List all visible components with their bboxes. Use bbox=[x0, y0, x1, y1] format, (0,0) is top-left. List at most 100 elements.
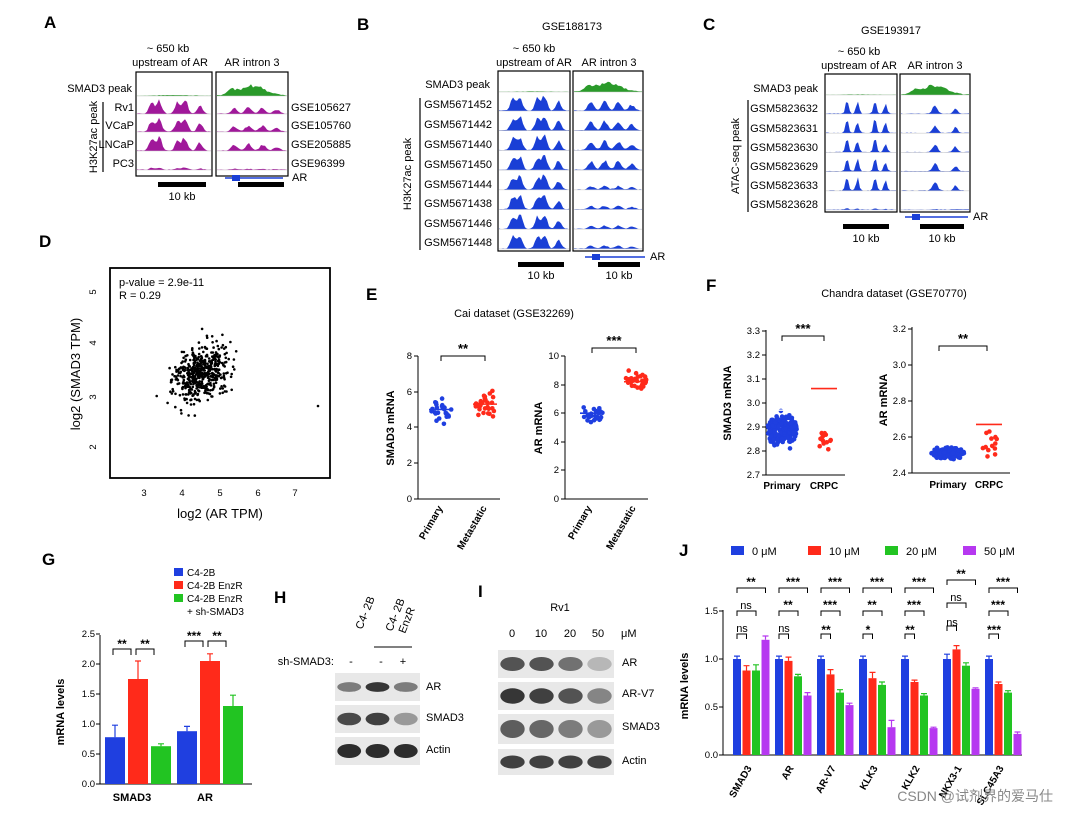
panel-e-left-ytick: 8 bbox=[407, 351, 412, 362]
panel-c-track-label: GSM5823632 bbox=[750, 103, 818, 115]
panel-d-point bbox=[215, 352, 219, 356]
panel-a-peak-track bbox=[217, 84, 287, 96]
panel-c: C GSE193917 ~ 650 kb upstream of AR AR i… bbox=[703, 15, 988, 245]
panel-i-smad3-band bbox=[587, 720, 612, 738]
panel-d-point bbox=[205, 391, 208, 395]
panel-j-bracket-low bbox=[736, 633, 747, 639]
panel-f-right-point bbox=[941, 450, 947, 455]
panel-d-point bbox=[202, 376, 205, 379]
panel-d-point bbox=[220, 346, 223, 349]
panel-d-point bbox=[198, 370, 202, 373]
panel-e-right-point bbox=[643, 377, 649, 383]
panel-d-point bbox=[181, 393, 185, 396]
panel-d-point bbox=[193, 414, 197, 417]
panel-j-sig-text: ** *** *** *** *** ** *** ns ** *** ** *… bbox=[736, 567, 1010, 637]
panel-j-bar bbox=[817, 659, 825, 755]
panel-g-sig: ** bbox=[212, 629, 222, 643]
panel-d-point bbox=[168, 366, 171, 370]
panel-g-ylabel: mRNA levels bbox=[55, 679, 67, 746]
panel-c-peak-track bbox=[901, 84, 969, 95]
panel-j-tickmarks bbox=[719, 610, 723, 756]
panel-g-legend-swatch-green bbox=[174, 594, 183, 602]
panel-f-right-points bbox=[929, 423, 1002, 462]
panel-j-errorbar bbox=[963, 662, 969, 666]
panel-h-band-label: SMAD3 bbox=[426, 712, 464, 724]
panel-d-point bbox=[193, 359, 197, 363]
panel-d-point bbox=[219, 387, 222, 390]
panel-g-ytick: 0.5 bbox=[82, 749, 95, 760]
panel-e-left-point bbox=[481, 393, 487, 399]
panel-d-point bbox=[214, 368, 218, 371]
panel-f-left-point bbox=[791, 430, 796, 436]
panel-b-box1 bbox=[497, 70, 571, 252]
panel-d-point bbox=[209, 368, 212, 371]
panel-d-point bbox=[224, 345, 228, 349]
panel-g-legend-swatch-red bbox=[174, 581, 183, 589]
panel-g-bar bbox=[128, 679, 148, 784]
panel-j-bar bbox=[985, 659, 993, 755]
panel-j-legend-label: 0 μM bbox=[752, 546, 777, 558]
panel-e-right-ylabel: AR mRNA bbox=[533, 402, 545, 455]
panel-j-bracket-top bbox=[946, 579, 976, 585]
panel-g-legend-label: C4-2B EnzR bbox=[187, 581, 243, 592]
panel-a-h3k27ac-track bbox=[217, 125, 287, 132]
panel-i-dose: 10 bbox=[535, 628, 547, 640]
panel-d-point bbox=[205, 334, 209, 338]
panel-d-point bbox=[202, 350, 205, 354]
panel-c-gene-label: AR bbox=[973, 211, 988, 223]
panel-d-point bbox=[211, 355, 215, 359]
panel-g-errorbar bbox=[230, 694, 236, 706]
panel-j-legend-label: 20 μM bbox=[906, 546, 937, 558]
panel-d-point bbox=[201, 386, 205, 390]
panel-d-point bbox=[316, 404, 320, 408]
panel-f-left-point bbox=[819, 430, 824, 436]
panel-d-point bbox=[198, 380, 201, 383]
panel-e-left-point bbox=[433, 411, 438, 416]
panel-f-right-point bbox=[993, 441, 998, 446]
panel-b-group-label: H3K27ac peak bbox=[402, 137, 414, 210]
panel-j-bar bbox=[803, 695, 812, 755]
panel-d-point bbox=[170, 380, 173, 384]
panel-d-point bbox=[206, 362, 209, 366]
panel-d-point bbox=[195, 384, 198, 388]
panel-d-point bbox=[188, 358, 192, 362]
panel-i-letter: I bbox=[478, 582, 483, 601]
panel-j-bracket-mid bbox=[862, 610, 883, 616]
panel-c-track-label: GSM5823633 bbox=[750, 180, 818, 192]
panel-d-point bbox=[218, 361, 222, 364]
panel-e-right-point bbox=[586, 414, 591, 420]
panel-d-point bbox=[200, 327, 204, 331]
panel-g-errorbar bbox=[135, 660, 141, 679]
panel-g-legend-label: + sh-SMAD3 bbox=[187, 607, 244, 618]
panel-c-box2 bbox=[899, 73, 971, 213]
panel-h-smad3-band bbox=[393, 712, 418, 726]
panel-d-point bbox=[199, 358, 203, 361]
panel-j-bracket-mid bbox=[820, 610, 841, 616]
panel-f-right-point bbox=[985, 454, 990, 459]
panel-e-left-point bbox=[476, 412, 481, 418]
panel-e-right-point bbox=[594, 414, 600, 420]
panel-d-point bbox=[230, 372, 233, 376]
panel-f-left-point bbox=[776, 417, 782, 423]
panel-d-point bbox=[181, 360, 184, 363]
panel-j-sig-top: *** bbox=[870, 575, 884, 589]
panel-i-ar-band bbox=[529, 657, 554, 671]
panel-e-left-sig-bracket bbox=[440, 355, 486, 361]
panel-e-right-point bbox=[598, 414, 604, 420]
panel-j-bar bbox=[952, 649, 961, 755]
panel-d-point bbox=[232, 358, 236, 361]
panel-j-errorbar bbox=[837, 689, 843, 693]
panel-a-track-label: LNCaP bbox=[99, 139, 134, 151]
panel-d-point bbox=[189, 403, 193, 406]
panel-b-track-label: GSM5671444 bbox=[424, 179, 492, 191]
panel-d-point bbox=[197, 352, 201, 356]
panel-e-right-point bbox=[581, 414, 587, 420]
panel-b-h3k27ac-track bbox=[574, 205, 642, 210]
panel-d-point bbox=[176, 374, 180, 377]
panel-h-letter: H bbox=[274, 588, 286, 607]
panel-d-point bbox=[206, 387, 209, 391]
panel-d-point bbox=[187, 370, 190, 374]
panel-d-point bbox=[187, 378, 191, 382]
panel-j-category: AR-V7 bbox=[814, 764, 839, 796]
panel-j-bar bbox=[910, 682, 919, 755]
